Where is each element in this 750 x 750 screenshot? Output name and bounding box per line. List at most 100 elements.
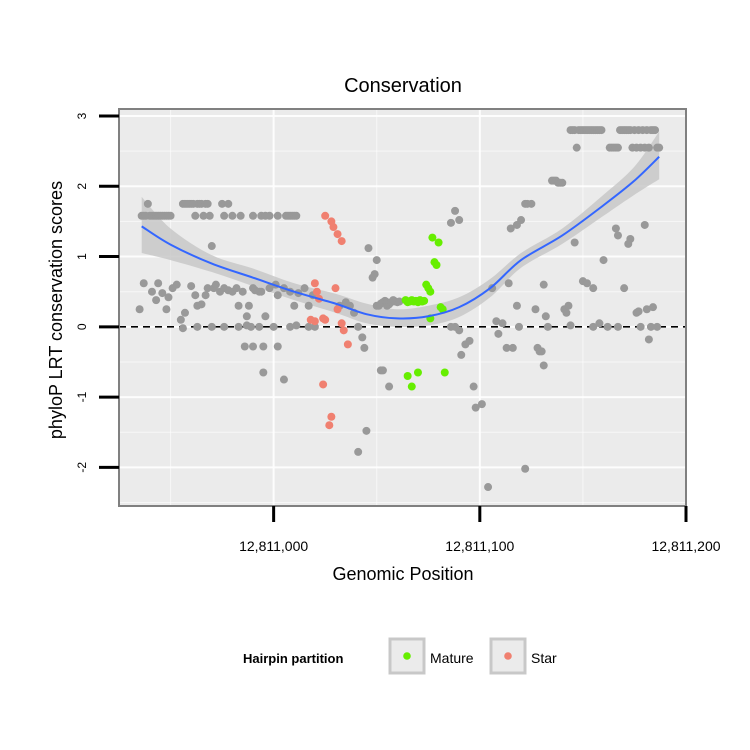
point-mature <box>428 233 437 242</box>
point-other <box>492 317 501 326</box>
point-other <box>176 315 185 324</box>
legend: Hairpin partition Mature Star <box>243 637 557 675</box>
point-other <box>224 199 233 208</box>
point-star <box>306 315 315 324</box>
point-other <box>354 447 363 456</box>
legend-dot-star <box>504 652 512 660</box>
point-other <box>218 199 227 208</box>
point-other <box>292 321 301 330</box>
point-other <box>290 301 299 310</box>
point-other <box>502 343 511 352</box>
point-other <box>304 322 313 331</box>
point-mature <box>413 368 422 377</box>
point-other <box>191 291 200 300</box>
smooth-trend-line <box>141 156 660 320</box>
point-other <box>257 287 266 296</box>
point-other <box>234 322 243 331</box>
point-other <box>191 211 200 220</box>
point-mature <box>440 368 449 377</box>
point-other <box>589 284 598 293</box>
point-other <box>273 342 282 351</box>
point-other <box>385 382 394 391</box>
point-other <box>238 287 247 296</box>
y-tick-label: -1 <box>75 391 89 402</box>
point-other <box>211 280 220 289</box>
point-other <box>265 284 274 293</box>
point-star <box>337 319 346 328</box>
point-other <box>636 322 645 331</box>
point-other <box>494 329 503 338</box>
x-tick-label: 12,811,100 <box>445 538 514 554</box>
point-other <box>541 312 550 321</box>
point-other <box>172 280 181 289</box>
point-other <box>527 199 536 208</box>
legend-title: Hairpin partition <box>243 651 343 666</box>
point-other <box>457 350 466 359</box>
point-star <box>337 237 346 246</box>
point-other <box>203 284 212 293</box>
point-other <box>201 291 210 300</box>
chart-title: Conservation <box>344 75 462 97</box>
point-other <box>259 342 268 351</box>
point-other <box>611 224 620 233</box>
point-other <box>370 270 379 279</box>
point-star <box>325 421 334 430</box>
point-other <box>232 284 241 293</box>
point-other <box>234 301 243 310</box>
point-other <box>246 322 255 331</box>
point-other <box>135 305 144 314</box>
point-other <box>207 322 216 331</box>
point-other <box>279 375 288 384</box>
point-other <box>651 126 660 135</box>
plot-panel-border <box>118 108 687 507</box>
point-other <box>166 211 175 220</box>
point-other <box>634 307 643 316</box>
point-other <box>180 308 189 317</box>
point-other <box>498 319 507 328</box>
point-other <box>354 322 363 331</box>
legend-label-star: Star <box>531 650 557 666</box>
point-mature <box>407 382 416 391</box>
point-other <box>484 483 493 492</box>
legend-entry-star: Star <box>489 637 557 675</box>
point-other <box>539 280 548 289</box>
point-other <box>286 322 295 331</box>
point-other <box>362 426 371 435</box>
point-star <box>327 412 336 421</box>
point-other <box>537 347 546 356</box>
point-other <box>640 220 649 229</box>
point-star <box>321 315 330 324</box>
point-star <box>312 287 321 296</box>
point-other <box>203 199 212 208</box>
point-other <box>644 335 653 344</box>
point-other <box>646 322 655 331</box>
point-other <box>197 300 206 309</box>
point-other <box>193 322 202 331</box>
point-other <box>655 143 664 152</box>
point-other <box>451 206 460 215</box>
legend-entry-mature: Mature <box>388 637 474 675</box>
point-other <box>249 342 258 351</box>
point-other <box>508 343 517 352</box>
point-star <box>333 305 342 314</box>
point-star <box>333 230 342 239</box>
y-tick-label: 2 <box>75 183 89 190</box>
point-star <box>310 279 319 288</box>
point-other <box>564 301 573 310</box>
legend-label-mature: Mature <box>430 650 474 666</box>
point-other <box>240 342 249 351</box>
point-other <box>265 211 274 220</box>
point-star <box>343 340 352 349</box>
point-other <box>512 301 521 310</box>
point-star <box>321 211 330 220</box>
point-other <box>255 322 264 331</box>
point-other <box>624 239 633 248</box>
point-other <box>220 211 229 220</box>
point-other <box>558 178 567 187</box>
point-other <box>178 324 187 333</box>
point-mature <box>432 260 441 269</box>
point-other <box>469 382 478 391</box>
point-other <box>300 284 309 293</box>
point-other <box>506 224 515 233</box>
point-other <box>162 305 171 314</box>
